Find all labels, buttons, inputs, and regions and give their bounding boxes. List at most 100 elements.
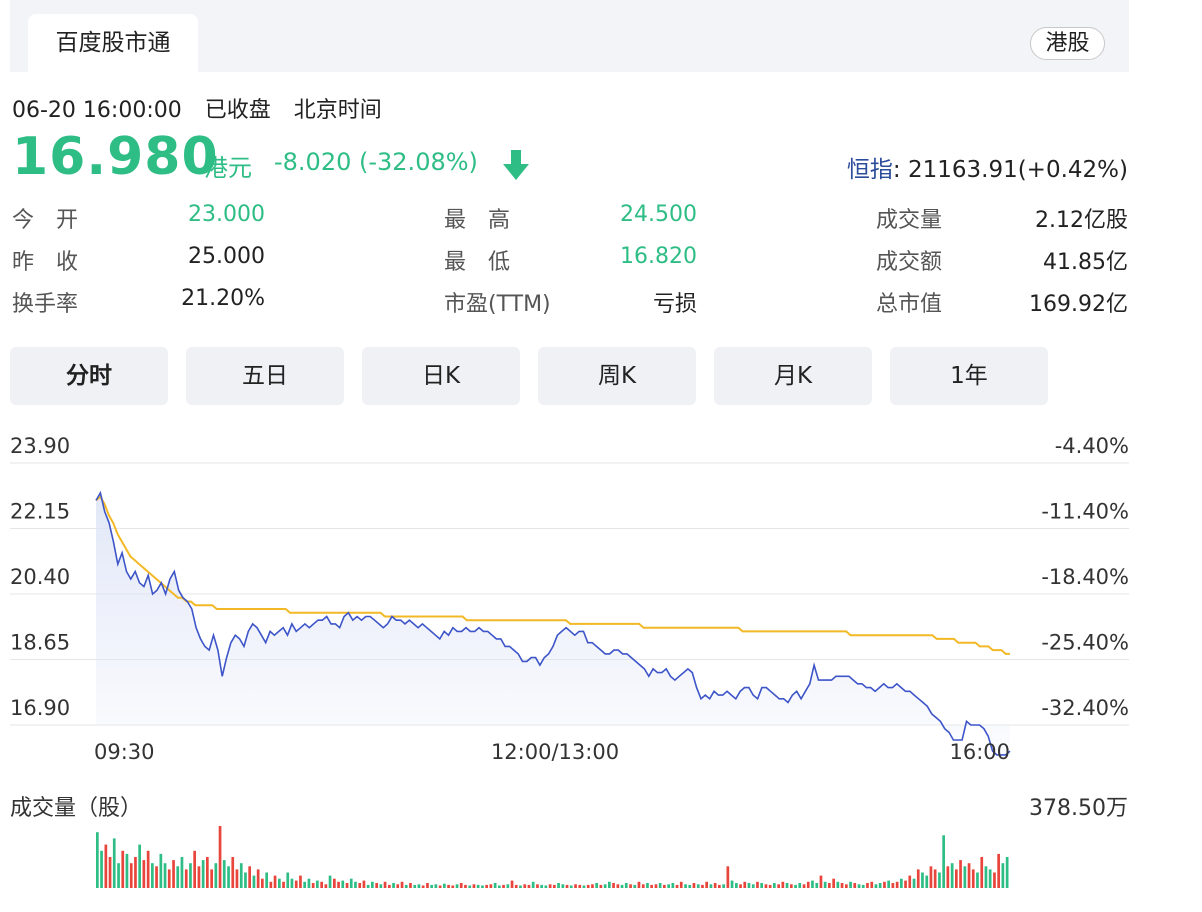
volume-bar [421, 885, 425, 888]
quote-datetime: 06-20 16:00:00 [12, 98, 182, 123]
volume-bar [341, 880, 345, 888]
volume-bar [273, 875, 277, 888]
volume-bar [294, 880, 298, 888]
market-badge[interactable]: 港股 [1030, 27, 1105, 60]
volume-bar [438, 885, 442, 888]
volume-bar [426, 883, 429, 888]
volume-bar [895, 881, 899, 888]
volume-bar [265, 872, 268, 888]
volume-bar [764, 884, 768, 888]
tab-monthly-k[interactable]: 月K [714, 347, 872, 405]
volume-bar [536, 884, 539, 888]
volume-bar [569, 885, 573, 888]
tab-five-day[interactable]: 五日 [186, 347, 344, 405]
volume-bar [967, 863, 971, 888]
volume-bar [252, 875, 256, 888]
volume-bar [337, 881, 340, 888]
y-pct-tick-label: -32.40% [1041, 696, 1129, 720]
volume-bar [768, 884, 772, 888]
volume-bar [976, 872, 979, 888]
index-name[interactable]: 恒指 [846, 157, 893, 183]
volume-bar [514, 884, 518, 888]
volume-bar [464, 884, 467, 888]
index-value: : 21163.91(+0.42%) [892, 157, 1128, 183]
volume-bar [1005, 857, 1009, 888]
volume-bar [861, 884, 865, 888]
volume-bar [459, 883, 463, 888]
index-quote[interactable]: 恒指: 21163.91(+0.42%) [847, 150, 1128, 184]
volume-bar [235, 869, 239, 888]
volume-bar [874, 884, 878, 888]
volume-bar [845, 884, 848, 888]
volume-bar [726, 866, 730, 888]
volume-bar [857, 884, 861, 888]
y-pct-tick-label: -18.40% [1041, 565, 1129, 589]
stat-label-pe-ttm: 市盈(TTM) [444, 292, 551, 317]
volume-bar [388, 884, 391, 888]
volume-bar [531, 881, 535, 888]
market-state: 已收盘 [204, 98, 271, 123]
down-arrow-icon [503, 150, 529, 180]
stat-label-low: 最 低 [444, 250, 511, 275]
tab-intraday[interactable]: 分时 [10, 347, 168, 405]
volume-chart[interactable] [0, 820, 1202, 890]
volume-bar [773, 883, 776, 888]
volume-bar [705, 881, 708, 888]
volume-bar [409, 883, 412, 888]
intraday-chart[interactable]: 23.90 -4.40% 22.15 -11.40% 20.40 -18.40% 18.65… [0, 415, 1202, 775]
volume-bar [925, 875, 929, 888]
volume-bar [887, 880, 890, 888]
tab-weekly-k[interactable]: 周K [538, 347, 696, 405]
tab-daily-k[interactable]: 日K [362, 347, 520, 405]
volume-bar [197, 866, 201, 888]
volume-bar [747, 883, 751, 888]
volume-bar [735, 883, 738, 888]
volume-bar [654, 884, 658, 888]
volume-bar [362, 880, 366, 888]
volume-bar [616, 884, 620, 888]
volume-bar [646, 883, 649, 888]
volume-bar [244, 872, 247, 888]
chart-period-tabs: 分时 五日 日K 周K 月K 1年 [10, 347, 1050, 405]
volume-bar [722, 884, 725, 888]
volume-bar [231, 857, 235, 888]
volume-bar [929, 866, 933, 888]
volume-bar [100, 850, 103, 888]
volume-bar [498, 885, 501, 888]
volume-bar [366, 884, 370, 888]
volume-bar [557, 883, 560, 888]
volume-bar [358, 883, 362, 888]
stat-value-open: 23.000 [188, 202, 265, 227]
top-bar: 百度股市通 港股 [10, 0, 1129, 72]
stat-value-prev-close: 25.000 [188, 244, 265, 269]
y-pct-tick-label: -4.40% [1055, 434, 1129, 458]
stat-value-high: 24.500 [620, 202, 697, 227]
volume-bar [214, 863, 218, 888]
volume-bar [574, 884, 577, 888]
volume-bar [933, 869, 937, 888]
volume-bar [806, 881, 810, 888]
volume-bar [375, 883, 378, 888]
average-price-line [95, 495, 1010, 655]
volume-bar [104, 844, 108, 888]
tab-baidu-stock[interactable]: 百度股市通 [28, 14, 198, 72]
volume-bar [210, 869, 213, 888]
volume-bar [155, 866, 158, 888]
volume-bar [595, 883, 598, 888]
volume-bar [790, 884, 793, 888]
volume-bar [129, 863, 133, 888]
volume-bar [328, 875, 332, 888]
stats-grid: 今 开 23.000 昨 收 25.000 换手率 21.20% 最 高 24.… [0, 196, 1202, 326]
volume-bar [193, 850, 196, 888]
volume-bar [658, 883, 662, 888]
volume-bar [316, 880, 319, 888]
volume-bar [908, 875, 912, 888]
volume-bar [112, 838, 116, 888]
volume-bar [434, 884, 438, 888]
tab-one-year[interactable]: 1年 [890, 347, 1048, 405]
volume-bar [586, 884, 590, 888]
volume-bar [282, 881, 285, 888]
volume-bar [980, 857, 984, 888]
volume-bar [701, 884, 704, 888]
volume-bar [320, 881, 323, 888]
